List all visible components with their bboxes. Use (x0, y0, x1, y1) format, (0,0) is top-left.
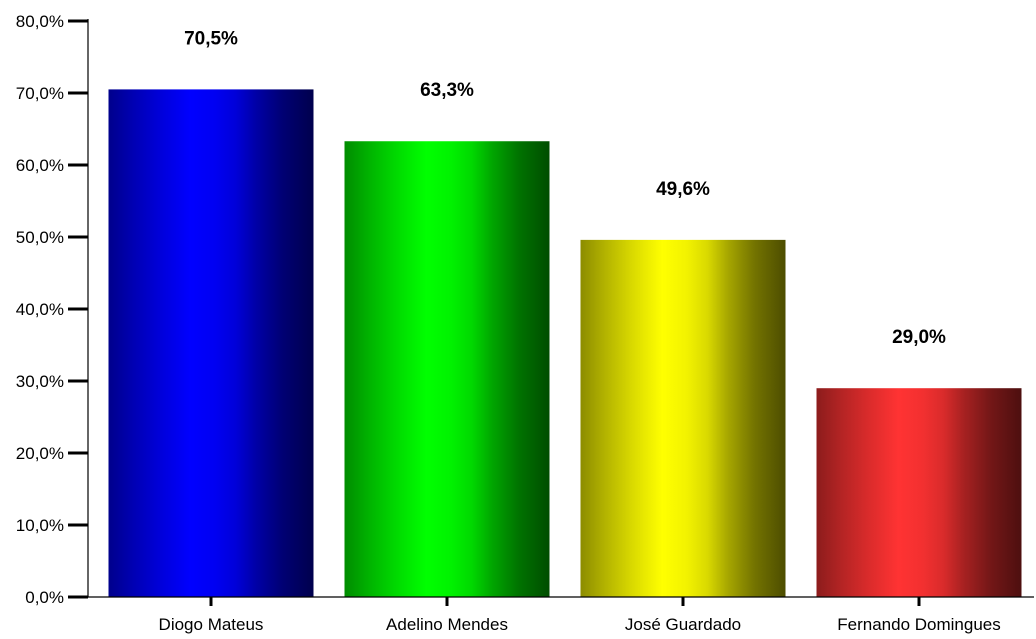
y-tick-label: 20,0% (16, 444, 64, 463)
axes-group (68, 19, 1034, 606)
bars-group (108, 89, 1022, 598)
labels-group: 70,5% Diogo Mateus 63,3% Adelino Mendes 49,6… (16, 12, 1001, 634)
data-label: 63,3% (420, 80, 474, 101)
y-tick-label: 70,0% (16, 84, 64, 103)
y-tick-label: 80,0% (16, 12, 64, 31)
bar-jose-guardado (580, 239, 786, 597)
y-tick-label: 50,0% (16, 228, 64, 247)
y-tick-label: 10,0% (16, 516, 64, 535)
category-label: José Guardado (625, 615, 741, 634)
data-label: 49,6% (656, 179, 710, 200)
y-tick-label: 60,0% (16, 156, 64, 175)
category-label: Fernando Domingues (837, 615, 1000, 634)
data-label: 70,5% (184, 28, 238, 49)
y-tick-label: 40,0% (16, 300, 64, 319)
category-label: Diogo Mateus (159, 615, 264, 634)
category-label: Adelino Mendes (386, 615, 508, 634)
y-tick-label: 0,0% (25, 588, 64, 607)
bar-adelino-mendes (344, 141, 550, 598)
y-tick-label: 30,0% (16, 372, 64, 391)
data-label: 29,0% (892, 327, 946, 348)
bar-fernando-domingues (816, 388, 1022, 597)
bar-diogo-mateus (108, 89, 314, 598)
